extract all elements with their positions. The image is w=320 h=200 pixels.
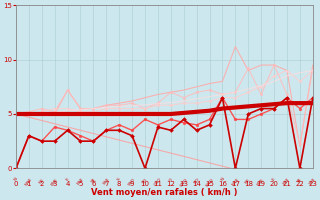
Text: NE: NE: [38, 177, 45, 184]
X-axis label: Vent moyen/en rafales ( km/h ): Vent moyen/en rafales ( km/h ): [91, 188, 238, 197]
Text: E: E: [272, 177, 276, 182]
Text: S: S: [117, 177, 122, 182]
Text: O: O: [168, 177, 173, 182]
Text: E: E: [65, 177, 70, 182]
Text: SO: SO: [141, 177, 148, 184]
Text: SSE: SSE: [102, 177, 110, 186]
Text: NE: NE: [245, 177, 252, 184]
Text: OSO: OSO: [153, 177, 163, 187]
Text: ENE: ENE: [50, 177, 59, 186]
Text: NNO: NNO: [205, 177, 214, 187]
Text: NO: NO: [193, 177, 200, 185]
Text: ONO: ONO: [179, 177, 188, 187]
Text: N: N: [13, 177, 19, 182]
Text: SE: SE: [90, 177, 97, 184]
Text: ESE: ESE: [283, 177, 291, 186]
Text: ENE: ENE: [257, 177, 266, 186]
Text: SE: SE: [297, 177, 303, 184]
Text: SSE: SSE: [308, 177, 317, 186]
Text: NNE: NNE: [24, 177, 33, 187]
Text: NNE: NNE: [231, 177, 240, 187]
Text: SSO: SSO: [128, 177, 137, 186]
Text: ESE: ESE: [76, 177, 85, 186]
Text: N: N: [220, 177, 225, 182]
